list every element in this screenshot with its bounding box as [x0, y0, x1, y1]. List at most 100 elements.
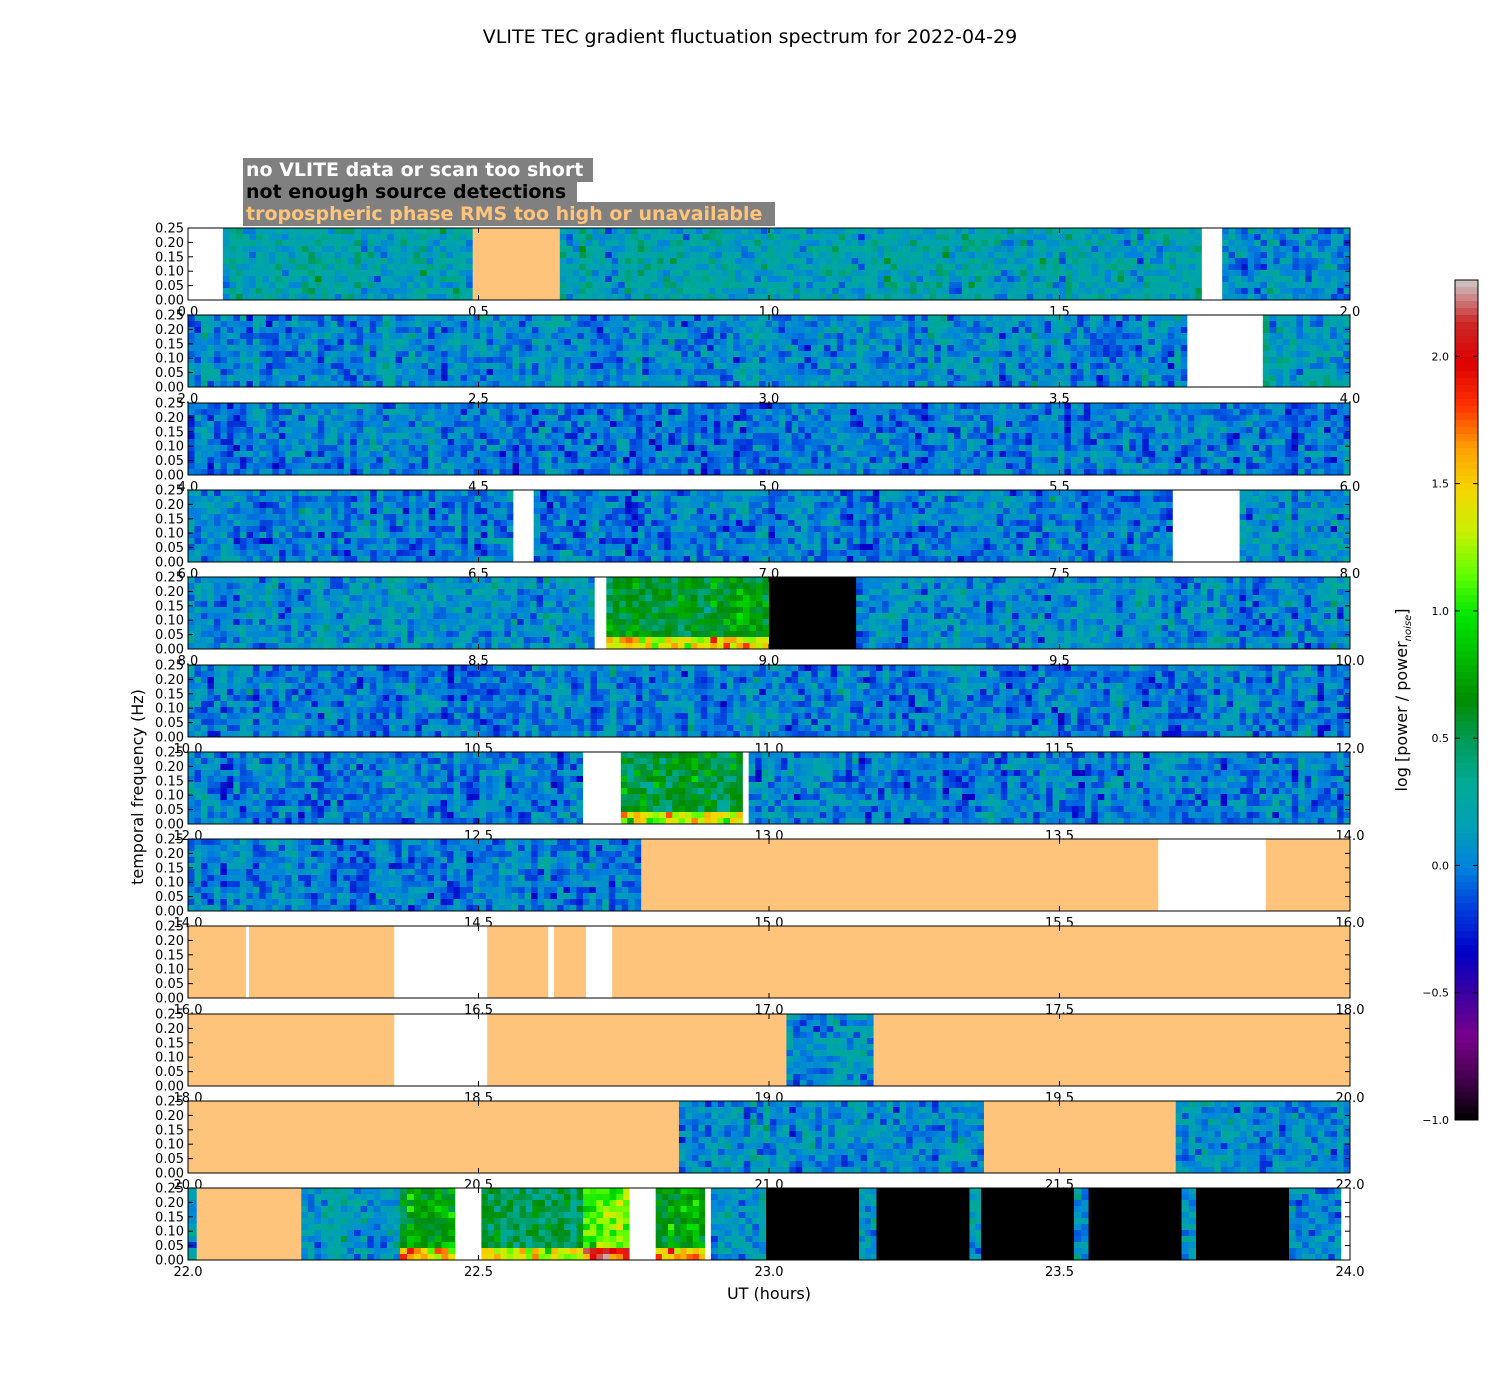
cell — [207, 409, 215, 416]
cell — [726, 345, 734, 352]
cell — [551, 381, 559, 387]
cell — [544, 321, 552, 328]
cell — [754, 228, 762, 235]
cell — [661, 403, 669, 410]
cell — [810, 339, 819, 346]
cell — [609, 427, 618, 434]
cell — [940, 327, 948, 334]
cell — [566, 294, 574, 300]
cell — [590, 451, 598, 458]
cell — [188, 427, 196, 434]
cell — [200, 351, 209, 358]
cell — [376, 351, 384, 358]
cell — [804, 327, 812, 334]
cell — [1038, 375, 1046, 382]
cell — [1143, 276, 1151, 283]
cell — [492, 381, 501, 387]
cell — [676, 246, 684, 253]
cell — [1167, 327, 1175, 334]
cell — [268, 228, 277, 235]
cell — [188, 321, 196, 328]
cell — [1329, 315, 1338, 322]
cell — [1222, 282, 1230, 289]
cell — [486, 445, 494, 452]
cell — [1012, 345, 1020, 352]
cell — [890, 234, 898, 241]
cell — [480, 469, 488, 475]
cell — [499, 427, 507, 434]
cell — [486, 357, 494, 364]
cell — [220, 457, 228, 464]
cell — [347, 270, 355, 277]
cell — [308, 234, 316, 241]
cell — [226, 375, 235, 382]
cell — [400, 234, 408, 241]
cell — [1102, 315, 1111, 322]
cell — [1305, 270, 1313, 277]
cell — [557, 357, 565, 364]
cell — [531, 339, 540, 346]
cell — [259, 439, 267, 446]
cell — [1057, 375, 1065, 382]
cell — [194, 363, 202, 370]
cell — [707, 327, 715, 334]
cell — [940, 339, 948, 346]
cell — [564, 463, 572, 470]
cell — [447, 375, 455, 382]
cell — [674, 357, 682, 364]
cell — [278, 409, 286, 416]
cell — [603, 381, 611, 387]
cell — [1135, 381, 1143, 387]
cell — [356, 457, 364, 464]
cell — [663, 240, 671, 247]
cell — [255, 258, 263, 265]
cell — [616, 345, 624, 352]
cell — [618, 276, 626, 283]
cell — [188, 415, 196, 422]
cell — [1012, 333, 1020, 340]
cell — [1329, 339, 1338, 346]
cell — [505, 339, 514, 346]
cell — [700, 451, 708, 458]
cell — [226, 469, 235, 475]
cell — [585, 270, 593, 277]
cell — [986, 339, 994, 346]
cell — [252, 445, 261, 452]
cell — [1336, 369, 1344, 376]
cell — [752, 357, 760, 364]
cell — [1135, 345, 1143, 352]
cell — [797, 375, 806, 382]
cell — [265, 315, 273, 322]
cell — [512, 409, 520, 416]
cell — [720, 427, 728, 434]
cell — [324, 357, 332, 364]
cell — [981, 270, 989, 277]
cell — [395, 427, 403, 434]
cell — [935, 276, 944, 283]
cell — [200, 457, 209, 464]
cell — [1343, 270, 1350, 277]
cell — [1117, 234, 1125, 241]
cell — [291, 357, 299, 364]
cell — [1117, 282, 1125, 289]
cell — [642, 351, 650, 358]
cell — [720, 403, 728, 410]
cell — [1247, 282, 1255, 289]
y-tick-label: 0.25 — [155, 309, 184, 324]
cell — [328, 288, 336, 295]
cell — [538, 351, 546, 358]
cell — [681, 339, 689, 346]
cell — [1096, 321, 1104, 328]
cell — [426, 276, 434, 283]
cell — [882, 363, 890, 370]
cell — [374, 228, 382, 235]
cell — [1111, 228, 1119, 235]
cell — [324, 369, 332, 376]
cell — [1149, 258, 1158, 265]
cell — [1026, 294, 1034, 300]
cell — [806, 288, 814, 295]
cell — [467, 403, 475, 410]
cell — [1046, 258, 1054, 265]
cell — [901, 351, 909, 358]
cell — [213, 439, 222, 446]
